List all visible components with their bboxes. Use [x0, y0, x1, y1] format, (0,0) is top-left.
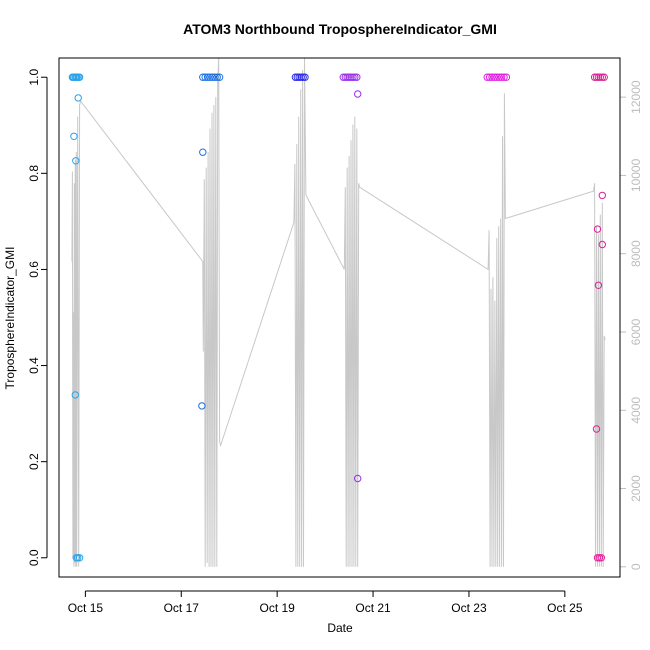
- data-point-series-2: [206, 73, 214, 81]
- data-point-series-6: [593, 225, 602, 233]
- y2-tick-label: 6000: [629, 318, 643, 345]
- y2-tick-label: 4000: [629, 397, 643, 424]
- y-tick-label: 0.6: [27, 261, 41, 278]
- data-point-series-5: [488, 73, 496, 81]
- data-point-series-6: [597, 554, 605, 562]
- data-point-series-1: [74, 94, 82, 102]
- data-point-series-2: [199, 148, 207, 156]
- data-point-series-3: [297, 73, 305, 81]
- y2-tick-label: 12000: [629, 80, 643, 114]
- y-tick-label: 0.8: [27, 165, 41, 182]
- x-tick-label: Oct 15: [68, 601, 104, 615]
- data-point-series-1: [71, 391, 80, 399]
- data-point-series-6: [596, 73, 604, 81]
- data-point-series-4: [353, 73, 361, 81]
- data-point-series-4: [341, 73, 349, 81]
- data-point-series-4: [351, 73, 359, 81]
- x-tick-label: Oct 21: [355, 601, 391, 615]
- data-point-series-5: [502, 73, 511, 81]
- data-point-series-6: [593, 554, 602, 562]
- x-tick-label: Oct 23: [451, 601, 487, 615]
- data-point-series-5: [483, 73, 491, 81]
- points-layer: [68, 73, 608, 562]
- data-point-series-5: [485, 73, 494, 81]
- axes-layer: Oct 15 Oct 17 Oct 19 Oct 21 Oct 23 Oct 25 0.0 0…: [27, 69, 643, 615]
- data-point-series-1: [72, 157, 80, 165]
- data-point-series-4: [349, 73, 357, 81]
- data-point-series-2: [215, 73, 224, 81]
- data-point-series-6: [598, 191, 606, 200]
- data-point-series-6: [595, 554, 604, 562]
- data-point-series-2: [199, 73, 207, 81]
- data-point-series-1: [70, 132, 78, 141]
- y-axis-label: TroposphereIndicator_GMI: [3, 247, 17, 390]
- data-point-series-4: [343, 73, 351, 81]
- data-point-series-6: [592, 73, 601, 81]
- data-point-series-6: [590, 73, 599, 81]
- data-point-series-4: [345, 73, 353, 81]
- y-tick-label: 1.0: [27, 69, 41, 86]
- data-point-series-6: [598, 240, 606, 249]
- data-point-series-2: [208, 73, 217, 81]
- y2-tick-label: 8000: [629, 240, 643, 267]
- data-point-series-2: [201, 73, 209, 81]
- data-point-series-3: [293, 73, 301, 81]
- data-point-series-5: [495, 73, 503, 81]
- data-point-series-2: [198, 402, 206, 410]
- y-tick-label: 0.0: [27, 549, 41, 566]
- data-point-series-6: [598, 73, 606, 81]
- data-point-series-1: [74, 554, 82, 562]
- x-axis-label: Date: [327, 621, 353, 635]
- data-point-series-5: [497, 73, 506, 81]
- plot-frame: [58, 57, 621, 578]
- data-point-series-4: [354, 90, 362, 98]
- y2-tick-label: 0: [629, 563, 643, 570]
- x-tick-label: Oct 25: [547, 601, 583, 615]
- y2-tick-label: 10000: [629, 158, 643, 192]
- y-tick-label: 0.2: [27, 453, 41, 470]
- data-point-series-1: [75, 554, 84, 562]
- data-point-series-4: [347, 73, 355, 81]
- y2-tick-label: 2000: [629, 475, 643, 502]
- chart-title: ATOM3 Northbound TroposphereIndicator_GM…: [183, 21, 497, 37]
- data-point-series-1: [69, 73, 77, 81]
- data-point-series-3: [295, 73, 303, 81]
- data-point-series-5: [493, 73, 501, 81]
- data-point-series-2: [203, 73, 212, 81]
- secondary-line-layer: [71, 57, 606, 567]
- data-point-series-3: [291, 73, 300, 81]
- data-point-series-5: [490, 73, 499, 81]
- data-point-series-5: [500, 73, 508, 81]
- data-point-series-6: [592, 425, 601, 433]
- secondary-series-line: [71, 57, 606, 567]
- x-tick-label: Oct 17: [164, 601, 200, 615]
- data-point-series-4: [339, 73, 347, 81]
- data-point-series-3: [299, 73, 307, 81]
- data-point-series-2: [213, 73, 221, 81]
- data-point-series-4: [354, 474, 362, 483]
- data-point-series-6: [594, 73, 603, 81]
- data-point-series-6: [594, 281, 603, 289]
- data-point-series-2: [211, 73, 219, 81]
- x-tick-label: Oct 19: [259, 601, 295, 615]
- data-point-series-3: [301, 73, 309, 81]
- y-tick-label: 0.4: [27, 357, 41, 374]
- data-point-series-6: [600, 73, 608, 81]
